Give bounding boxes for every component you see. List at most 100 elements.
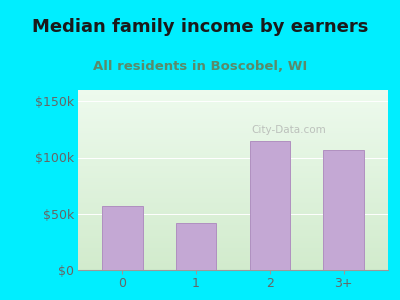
Bar xyxy=(78,256,388,257)
Bar xyxy=(78,202,388,203)
Bar xyxy=(78,266,388,268)
Bar xyxy=(324,150,364,270)
Bar xyxy=(78,155,388,157)
Bar xyxy=(78,117,388,119)
Bar xyxy=(78,212,388,214)
Bar xyxy=(78,113,388,115)
Bar xyxy=(78,189,388,191)
Bar xyxy=(78,180,388,182)
Bar xyxy=(78,238,388,239)
Bar xyxy=(78,187,388,189)
Bar xyxy=(78,175,388,176)
Bar xyxy=(78,140,388,142)
Bar xyxy=(78,268,388,270)
Bar xyxy=(78,133,388,135)
Bar xyxy=(78,153,388,155)
Bar xyxy=(78,250,388,252)
Bar xyxy=(78,135,388,137)
Bar xyxy=(176,223,216,270)
Bar xyxy=(78,230,388,232)
Bar xyxy=(78,90,388,92)
Bar xyxy=(78,254,388,256)
Bar xyxy=(78,162,388,164)
Bar xyxy=(78,157,388,158)
Bar xyxy=(78,220,388,221)
Bar xyxy=(78,198,388,200)
Bar xyxy=(78,263,388,265)
Bar xyxy=(78,137,388,139)
Bar xyxy=(78,101,388,103)
Bar xyxy=(78,234,388,236)
Bar xyxy=(78,265,388,266)
Bar xyxy=(78,149,388,151)
Bar xyxy=(78,97,388,99)
Bar xyxy=(78,169,388,171)
Bar xyxy=(78,178,388,180)
Bar xyxy=(78,216,388,218)
Bar xyxy=(78,241,388,243)
Bar xyxy=(78,209,388,211)
Bar xyxy=(78,158,388,160)
Bar xyxy=(78,193,388,194)
Bar xyxy=(78,99,388,101)
Bar xyxy=(78,239,388,241)
Bar xyxy=(78,173,388,175)
Bar xyxy=(78,227,388,229)
Bar xyxy=(78,221,388,223)
Bar xyxy=(78,148,388,149)
Bar xyxy=(78,259,388,261)
Bar xyxy=(78,245,388,247)
Bar xyxy=(78,130,388,131)
Bar xyxy=(78,184,388,185)
Bar xyxy=(78,104,388,106)
Bar xyxy=(78,261,388,263)
Bar xyxy=(78,194,388,196)
Bar xyxy=(78,151,388,153)
Text: All residents in Boscobel, WI: All residents in Boscobel, WI xyxy=(93,60,307,73)
Bar xyxy=(78,94,388,95)
Bar xyxy=(78,166,388,167)
Bar xyxy=(78,191,388,193)
Bar xyxy=(78,232,388,234)
Bar xyxy=(78,110,388,112)
Bar xyxy=(78,122,388,124)
Bar xyxy=(78,112,388,113)
Bar xyxy=(78,252,388,254)
Bar xyxy=(78,119,388,121)
Bar xyxy=(78,182,388,184)
Bar xyxy=(78,160,388,162)
Bar xyxy=(78,164,388,166)
Bar xyxy=(78,95,388,97)
Bar xyxy=(78,103,388,104)
Bar xyxy=(78,171,388,173)
Bar xyxy=(78,225,388,227)
Bar xyxy=(78,205,388,207)
Bar xyxy=(78,124,388,126)
Bar xyxy=(78,185,388,187)
Bar xyxy=(78,176,388,178)
Bar xyxy=(78,247,388,248)
Bar xyxy=(78,142,388,144)
Bar xyxy=(78,92,388,94)
Bar xyxy=(78,139,388,140)
Bar xyxy=(78,126,388,128)
Bar xyxy=(78,115,388,117)
Bar xyxy=(78,223,388,225)
Text: Median family income by earners: Median family income by earners xyxy=(32,18,368,36)
Bar xyxy=(78,236,388,238)
Bar xyxy=(78,108,388,110)
Bar xyxy=(78,207,388,209)
Bar xyxy=(102,206,142,270)
Bar xyxy=(78,131,388,133)
Bar xyxy=(78,200,388,202)
Bar xyxy=(78,243,388,245)
Bar xyxy=(78,257,388,259)
Bar xyxy=(78,144,388,146)
Bar xyxy=(78,214,388,216)
Bar xyxy=(78,196,388,198)
Bar xyxy=(78,121,388,122)
Bar xyxy=(78,229,388,230)
Bar xyxy=(78,203,388,205)
Bar xyxy=(78,211,388,212)
Text: City-Data.com: City-Data.com xyxy=(252,124,326,135)
